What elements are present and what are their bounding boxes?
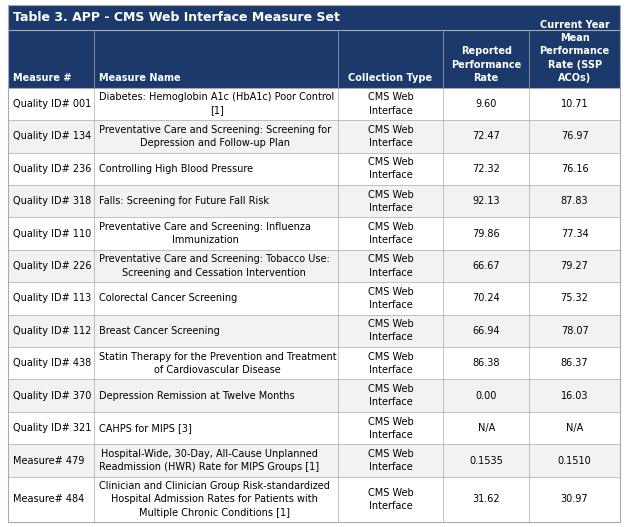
Text: Quality ID# 110: Quality ID# 110 [13,229,91,239]
Text: CMS Web
Interface: CMS Web Interface [367,416,413,440]
Text: CMS Web
Interface: CMS Web Interface [367,125,413,148]
Text: CMS Web
Interface: CMS Web Interface [367,222,413,245]
Text: Preventative Care and Screening: Influenza
Immunization: Preventative Care and Screening: Influen… [99,222,311,245]
Text: Quality ID# 321: Quality ID# 321 [13,423,92,433]
Text: CMS Web
Interface: CMS Web Interface [367,352,413,375]
Text: 0.1535: 0.1535 [469,455,503,465]
Text: 9.60: 9.60 [475,99,497,109]
Text: Reported
Performance
Rate: Reported Performance Rate [451,46,521,83]
Text: Current Year
Mean
Performance
Rate (SSP
ACOs): Current Year Mean Performance Rate (SSP … [539,20,610,83]
Text: 10.71: 10.71 [561,99,588,109]
Text: 92.13: 92.13 [472,196,500,206]
Text: 76.16: 76.16 [561,164,588,174]
Text: 0.1510: 0.1510 [558,455,592,465]
Text: CMS Web
Interface: CMS Web Interface [367,92,413,115]
Text: Clinician and Clinician Group Risk-standardized
Hospital Admission Rates for Pat: Clinician and Clinician Group Risk-stand… [99,481,330,518]
Bar [8,347,620,379]
Text: Falls: Screening for Future Fall Risk: Falls: Screening for Future Fall Risk [99,196,269,206]
Text: Depression Remission at Twelve Months: Depression Remission at Twelve Months [99,391,295,401]
Text: 72.32: 72.32 [472,164,500,174]
Text: Quality ID# 112: Quality ID# 112 [13,326,92,336]
Text: 86.37: 86.37 [561,358,588,368]
Bar [8,218,620,250]
Bar [8,5,620,30]
Bar [8,477,620,522]
Text: 87.83: 87.83 [561,196,588,206]
Text: Quality ID# 226: Quality ID# 226 [13,261,92,271]
Text: 66.94: 66.94 [472,326,500,336]
Text: Preventative Care and Screening: Tobacco Use:
Screening and Cessation Interventi: Preventative Care and Screening: Tobacco… [99,255,330,278]
Text: Collection Type: Collection Type [349,73,433,83]
Bar [8,444,620,477]
Text: Measure# 484: Measure# 484 [13,494,84,504]
Text: 30.97: 30.97 [561,494,588,504]
Text: Colorectal Cancer Screening: Colorectal Cancer Screening [99,294,237,304]
Bar [8,120,620,152]
Text: 66.67: 66.67 [472,261,500,271]
Bar [8,315,620,347]
Bar [8,250,620,282]
Bar [8,282,620,315]
Bar [8,152,620,185]
Text: Breast Cancer Screening: Breast Cancer Screening [99,326,220,336]
Text: CMS Web
Interface: CMS Web Interface [367,319,413,343]
Text: 77.34: 77.34 [561,229,588,239]
Text: CMS Web
Interface: CMS Web Interface [367,384,413,407]
Text: Quality ID# 113: Quality ID# 113 [13,294,91,304]
Text: 70.24: 70.24 [472,294,500,304]
Text: CMS Web
Interface: CMS Web Interface [367,157,413,180]
Text: 75.32: 75.32 [561,294,588,304]
Text: Measure# 479: Measure# 479 [13,455,84,465]
Text: Quality ID# 134: Quality ID# 134 [13,131,91,141]
Text: CMS Web
Interface: CMS Web Interface [367,287,413,310]
Bar [8,185,620,218]
Text: Quality ID# 318: Quality ID# 318 [13,196,91,206]
Text: Quality ID# 236: Quality ID# 236 [13,164,92,174]
Text: CMS Web
Interface: CMS Web Interface [367,255,413,278]
Text: Preventative Care and Screening: Screening for
Depression and Follow-up Plan: Preventative Care and Screening: Screeni… [99,125,331,148]
Text: CMS Web
Interface: CMS Web Interface [367,449,413,472]
Text: 78.07: 78.07 [561,326,588,336]
Text: 72.47: 72.47 [472,131,500,141]
Text: Statin Therapy for the Prevention and Treatment
of Cardiovascular Disease: Statin Therapy for the Prevention and Tr… [99,352,337,375]
Text: Hospital-Wide, 30-Day, All-Cause Unplanned
Readmission (HWR) Rate for MIPS Group: Hospital-Wide, 30-Day, All-Cause Unplann… [99,449,319,472]
Text: Quality ID# 370: Quality ID# 370 [13,391,92,401]
Bar [8,87,620,120]
Text: 79.86: 79.86 [472,229,500,239]
Bar [8,30,620,87]
Text: Measure Name: Measure Name [99,73,181,83]
Text: Quality ID# 001: Quality ID# 001 [13,99,91,109]
Text: 79.27: 79.27 [561,261,588,271]
Text: Controlling High Blood Pressure: Controlling High Blood Pressure [99,164,253,174]
Text: N/A: N/A [477,423,495,433]
Bar [8,379,620,412]
Text: Diabetes: Hemoglobin A1c (HbA1c) Poor Control
[1]: Diabetes: Hemoglobin A1c (HbA1c) Poor Co… [99,92,334,115]
Text: 16.03: 16.03 [561,391,588,401]
Text: 76.97: 76.97 [561,131,588,141]
Text: 0.00: 0.00 [475,391,497,401]
Bar [8,412,620,444]
Text: CMS Web
Interface: CMS Web Interface [367,190,413,213]
Text: 31.62: 31.62 [472,494,500,504]
Text: 86.38: 86.38 [472,358,500,368]
Text: Quality ID# 438: Quality ID# 438 [13,358,91,368]
Text: CAHPS for MIPS [3]: CAHPS for MIPS [3] [99,423,192,433]
Text: Measure #: Measure # [13,73,72,83]
Text: CMS Web
Interface: CMS Web Interface [367,488,413,511]
Text: Table 3. APP - CMS Web Interface Measure Set: Table 3. APP - CMS Web Interface Measure… [13,11,340,24]
Text: N/A: N/A [566,423,583,433]
